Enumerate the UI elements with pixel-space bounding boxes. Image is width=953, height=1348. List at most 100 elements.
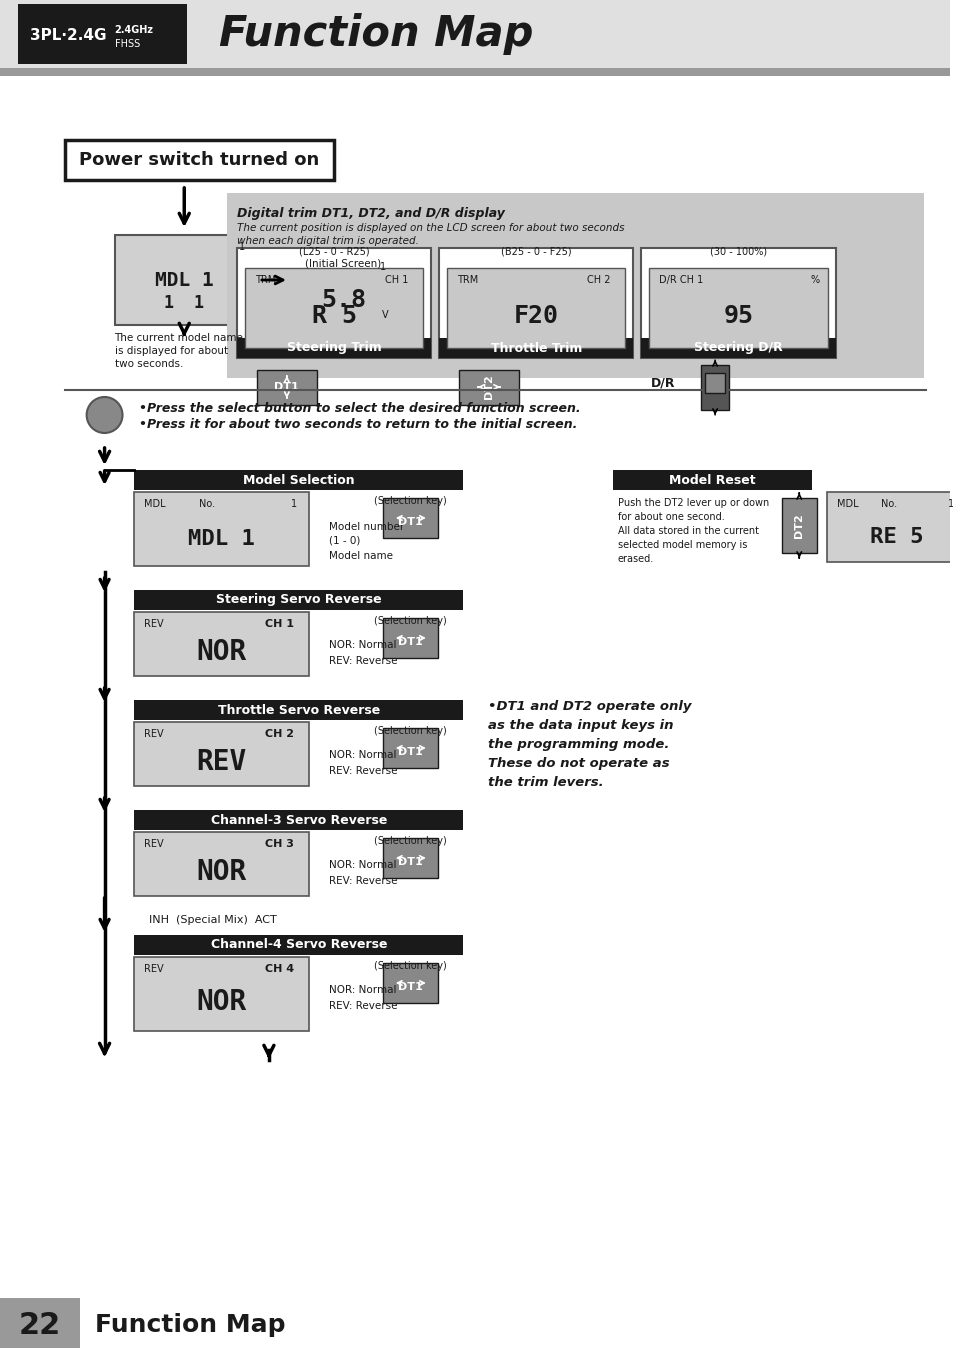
Text: Channel-3 Servo Reverse: Channel-3 Servo Reverse — [211, 813, 387, 826]
Text: CH 1: CH 1 — [265, 619, 294, 630]
Text: NOR: NOR — [196, 857, 247, 886]
Text: REV: Reverse: REV: Reverse — [329, 1002, 396, 1011]
Text: 2.4GHz: 2.4GHz — [114, 26, 153, 35]
Text: CH 2: CH 2 — [586, 275, 610, 284]
Bar — [383, 497, 437, 538]
Text: (Selection key): (Selection key) — [375, 727, 447, 736]
Text: •Press the select button to select the desired function screen.: •Press the select button to select the d… — [139, 402, 580, 414]
Text: NOR: NOR — [196, 988, 247, 1016]
Text: MDL 1: MDL 1 — [188, 528, 254, 549]
Bar — [0, 1298, 80, 1348]
Bar — [458, 369, 518, 404]
Text: (30 - 100%): (30 - 100%) — [709, 247, 766, 257]
Text: Channel-4 Servo Reverse: Channel-4 Servo Reverse — [211, 938, 387, 952]
Text: Steering Servo Reverse: Steering Servo Reverse — [215, 593, 381, 607]
Bar — [134, 470, 462, 491]
Text: NOR: Normal: NOR: Normal — [329, 985, 395, 995]
Text: DT1: DT1 — [398, 981, 423, 992]
Bar — [383, 728, 437, 768]
Text: 22: 22 — [19, 1310, 61, 1340]
Text: MDL: MDL — [144, 499, 166, 510]
Text: R 5: R 5 — [312, 305, 356, 328]
Bar — [438, 248, 633, 359]
Text: REV: REV — [144, 838, 164, 849]
Bar — [447, 268, 625, 348]
Text: RE 5: RE 5 — [869, 527, 923, 547]
Bar — [18, 4, 187, 63]
Bar — [612, 470, 811, 491]
Text: DT1: DT1 — [398, 638, 423, 647]
Text: REV: REV — [144, 619, 164, 630]
Bar — [649, 268, 827, 348]
Text: Model name: Model name — [329, 551, 393, 561]
Bar — [236, 248, 431, 359]
Text: 1: 1 — [238, 243, 245, 252]
Text: F20: F20 — [514, 305, 558, 328]
Bar — [134, 832, 309, 896]
Text: Model Selection: Model Selection — [243, 473, 355, 487]
Text: The current model name
is displayed for about
two seconds.: The current model name is displayed for … — [114, 333, 243, 369]
Bar — [383, 617, 437, 658]
Text: 1  1: 1 1 — [164, 294, 204, 311]
Text: MDL: MDL — [836, 499, 858, 510]
Text: 1: 1 — [291, 499, 296, 510]
Text: %: % — [810, 275, 819, 284]
Bar — [826, 492, 953, 562]
Bar — [134, 936, 462, 954]
Text: DT1: DT1 — [398, 857, 423, 867]
Text: (Selection key): (Selection key) — [375, 616, 447, 625]
Text: NOR: Normal: NOR: Normal — [329, 640, 395, 650]
Text: 1: 1 — [947, 499, 953, 510]
Bar — [227, 193, 923, 377]
Text: Model Reset: Model Reset — [668, 473, 755, 487]
Text: CH 4: CH 4 — [264, 964, 294, 975]
Text: Steering D/R: Steering D/R — [694, 341, 782, 355]
Bar — [134, 700, 462, 720]
Text: 1: 1 — [380, 262, 386, 272]
Text: V: V — [382, 310, 389, 319]
Text: (B25 - 0 - F25): (B25 - 0 - F25) — [500, 247, 571, 257]
Text: REV: Reverse: REV: Reverse — [329, 766, 396, 776]
Bar — [383, 838, 437, 878]
Bar — [134, 590, 462, 611]
Text: Throttle Trim: Throttle Trim — [490, 341, 581, 355]
Text: No.: No. — [199, 499, 215, 510]
Bar — [134, 810, 462, 830]
Text: FHSS: FHSS — [114, 39, 140, 49]
Text: Push the DT2 lever up or down
for about one second.
All data stored in the curre: Push the DT2 lever up or down for about … — [617, 497, 768, 563]
Bar — [0, 0, 949, 67]
Bar — [245, 268, 423, 348]
Text: 3PL·2.4G: 3PL·2.4G — [30, 28, 107, 43]
Bar — [134, 723, 309, 786]
Text: Function Map: Function Map — [94, 1313, 285, 1337]
Text: No.: No. — [881, 499, 897, 510]
Text: DT1: DT1 — [398, 747, 423, 758]
Text: (Selection key): (Selection key) — [375, 836, 447, 847]
Text: 95: 95 — [722, 305, 753, 328]
Bar — [700, 365, 728, 410]
Text: DT2: DT2 — [483, 375, 494, 399]
Text: DT2: DT2 — [794, 514, 803, 538]
Text: (Initial Screen): (Initial Screen) — [305, 257, 381, 268]
Text: NOR: Normal: NOR: Normal — [329, 860, 395, 869]
Text: REV: Reverse: REV: Reverse — [329, 656, 396, 666]
Text: CH 3: CH 3 — [265, 838, 294, 849]
Text: D/R CH 1: D/R CH 1 — [659, 275, 703, 284]
Bar — [114, 235, 253, 325]
Text: CH 1: CH 1 — [385, 275, 408, 284]
Bar — [640, 338, 835, 359]
Text: DT1: DT1 — [274, 381, 299, 392]
Bar — [134, 492, 309, 566]
Bar — [781, 497, 816, 553]
Text: REV: REV — [144, 964, 164, 975]
Bar — [704, 373, 724, 394]
Text: Digital trim DT1, DT2, and D/R display: Digital trim DT1, DT2, and D/R display — [236, 208, 504, 220]
Text: TRM: TRM — [254, 275, 276, 284]
Bar — [236, 338, 431, 359]
Bar — [134, 957, 309, 1031]
Text: DT1: DT1 — [398, 518, 423, 527]
Bar — [383, 962, 437, 1003]
Text: D/R: D/R — [651, 376, 675, 390]
Bar — [134, 612, 309, 675]
Text: (Selection key): (Selection key) — [375, 496, 447, 506]
